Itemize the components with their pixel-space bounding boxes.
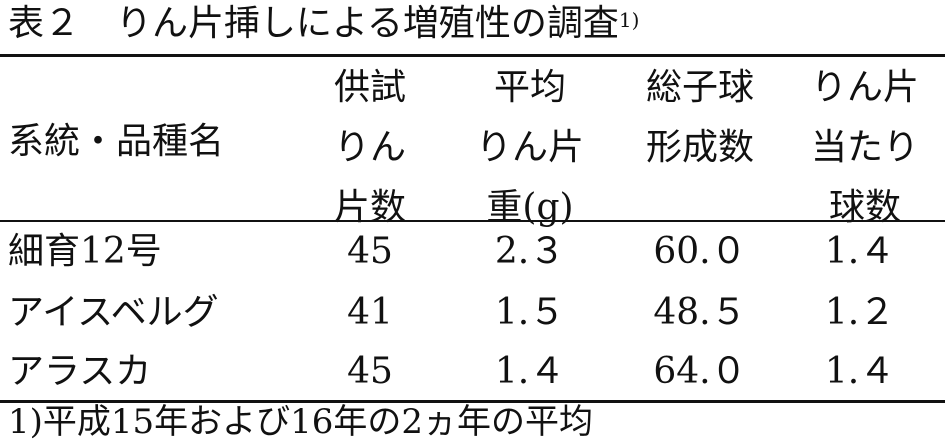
cell: 2.３ — [494, 231, 566, 272]
header-line: りん片 — [810, 67, 919, 108]
header-line: 総子球 — [645, 67, 754, 108]
title-text: 表２ りん片挿しによる増殖性の調査 — [8, 3, 619, 44]
header-line: 供試 — [333, 67, 406, 108]
header-line: りん — [333, 127, 406, 168]
cell: 64.０ — [653, 351, 747, 392]
cell: 45 — [347, 351, 393, 392]
header-bulblets-per-scale: りん片 当たり 球数 — [785, 58, 945, 238]
top-rule — [0, 54, 945, 57]
header-avg-weight: 平均 りん片 重(g) — [450, 58, 610, 238]
header-total-bulblets: 総子球 形成数 — [615, 58, 785, 178]
header-line: 平均 — [493, 67, 566, 108]
header-line: 形成数 — [645, 127, 754, 168]
cell: 1.４ — [494, 351, 566, 392]
header-sample-count: 供試 りん 片数 — [290, 58, 450, 238]
cell: 1.５ — [494, 292, 566, 333]
header-line: りん片 — [475, 127, 584, 168]
header-rule — [0, 220, 945, 222]
cell-name: 細育12号 — [8, 231, 162, 272]
cell-name: アラスカ — [8, 351, 152, 392]
header-name: 系統・品種名 — [8, 121, 225, 162]
cell: 41 — [347, 292, 393, 333]
footnote-ref: 1) — [618, 8, 640, 32]
cell: 1.２ — [824, 292, 896, 333]
cell: 48.５ — [653, 292, 747, 333]
cell: 60.０ — [653, 231, 747, 272]
cell-name: アイスベルグ — [8, 292, 219, 333]
table-title: 表２ りん片挿しによる増殖性の調査1) — [8, 2, 639, 46]
bottom-rule — [0, 400, 945, 403]
cell: 1.４ — [824, 351, 896, 392]
footnote: 1)平成15年および16年の2ヵ年の平均 — [8, 402, 594, 442]
cell: 45 — [347, 231, 393, 272]
cell: 1.４ — [824, 231, 896, 272]
header-line: 当たり — [810, 127, 919, 168]
